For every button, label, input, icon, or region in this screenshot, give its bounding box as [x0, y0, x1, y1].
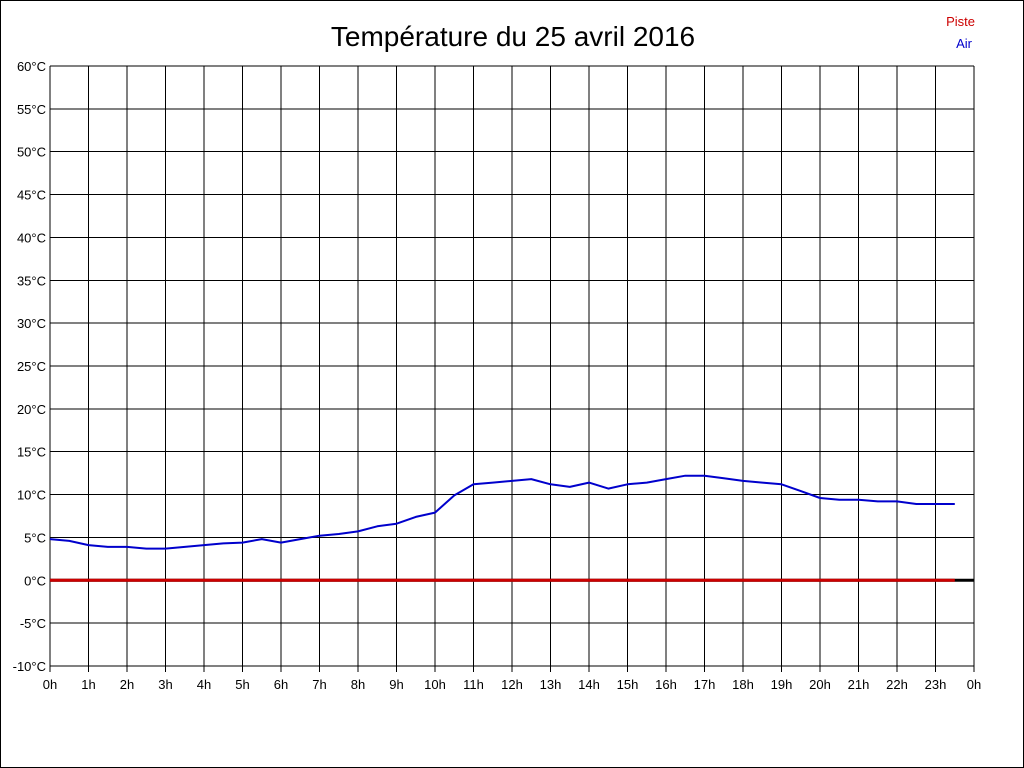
x-tick-label: 3h — [158, 677, 172, 692]
y-tick-label: 15°C — [17, 445, 46, 460]
x-tick-label: 16h — [655, 677, 677, 692]
y-tick-label: 35°C — [17, 273, 46, 288]
x-tick-label: 23h — [925, 677, 947, 692]
x-tick-label: 12h — [501, 677, 523, 692]
x-tick-label: 0h — [967, 677, 981, 692]
x-tick-label: 6h — [274, 677, 288, 692]
x-tick-label: 4h — [197, 677, 211, 692]
y-tick-label: -10°C — [13, 659, 46, 674]
series-lines — [49, 474, 955, 582]
y-tick-label: 60°C — [17, 59, 46, 74]
x-tick-label: 9h — [389, 677, 403, 692]
x-tick-label: 0h — [43, 677, 57, 692]
y-tick-label: 30°C — [17, 316, 46, 331]
x-tick-label: 5h — [235, 677, 249, 692]
y-tick-label: -5°C — [20, 616, 46, 631]
x-tick-label: 10h — [424, 677, 446, 692]
x-tick-label: 2h — [120, 677, 134, 692]
y-tick-label: 20°C — [17, 402, 46, 417]
y-axis-ticks: -10°C -5°C 0°C 5°C 10°C 15°C 20°C 25°C 30°C 35°C 4… — [13, 59, 46, 674]
x-tick-label: 1h — [81, 677, 95, 692]
y-tick-label: 5°C — [24, 530, 46, 545]
y-tick-label: 50°C — [17, 145, 46, 160]
y-tick-label: 0°C — [24, 573, 46, 588]
y-tick-label: 10°C — [17, 488, 46, 503]
y-tick-label: 45°C — [17, 188, 46, 203]
x-tick-label: 15h — [617, 677, 639, 692]
series-line-air — [49, 474, 955, 550]
x-tick-label: 18h — [732, 677, 754, 692]
x-tick-label: 17h — [694, 677, 716, 692]
x-tick-label: 14h — [578, 677, 600, 692]
x-tick-label: 19h — [771, 677, 793, 692]
x-tick-label: 20h — [809, 677, 831, 692]
y-tick-label: 40°C — [17, 230, 46, 245]
x-tick-label: 11h — [463, 677, 484, 692]
x-tick-label: 22h — [886, 677, 908, 692]
x-tick-label: 13h — [540, 677, 562, 692]
y-tick-label: 25°C — [17, 359, 46, 374]
x-tick-label: 7h — [312, 677, 326, 692]
legend-piste: Piste — [946, 14, 975, 29]
x-tick-label: 21h — [848, 677, 870, 692]
y-tick-label: 55°C — [17, 102, 46, 117]
x-tick-label: 8h — [351, 677, 365, 692]
x-axis-ticks: 0h 1h 2h 3h 4h 5h 6h 7h 8h 9h 10h 11h 12h 13h 14h 15h 16… — [43, 677, 981, 692]
legend-air: Air — [956, 36, 973, 51]
chart-title: Température du 25 avril 2016 — [331, 21, 695, 52]
